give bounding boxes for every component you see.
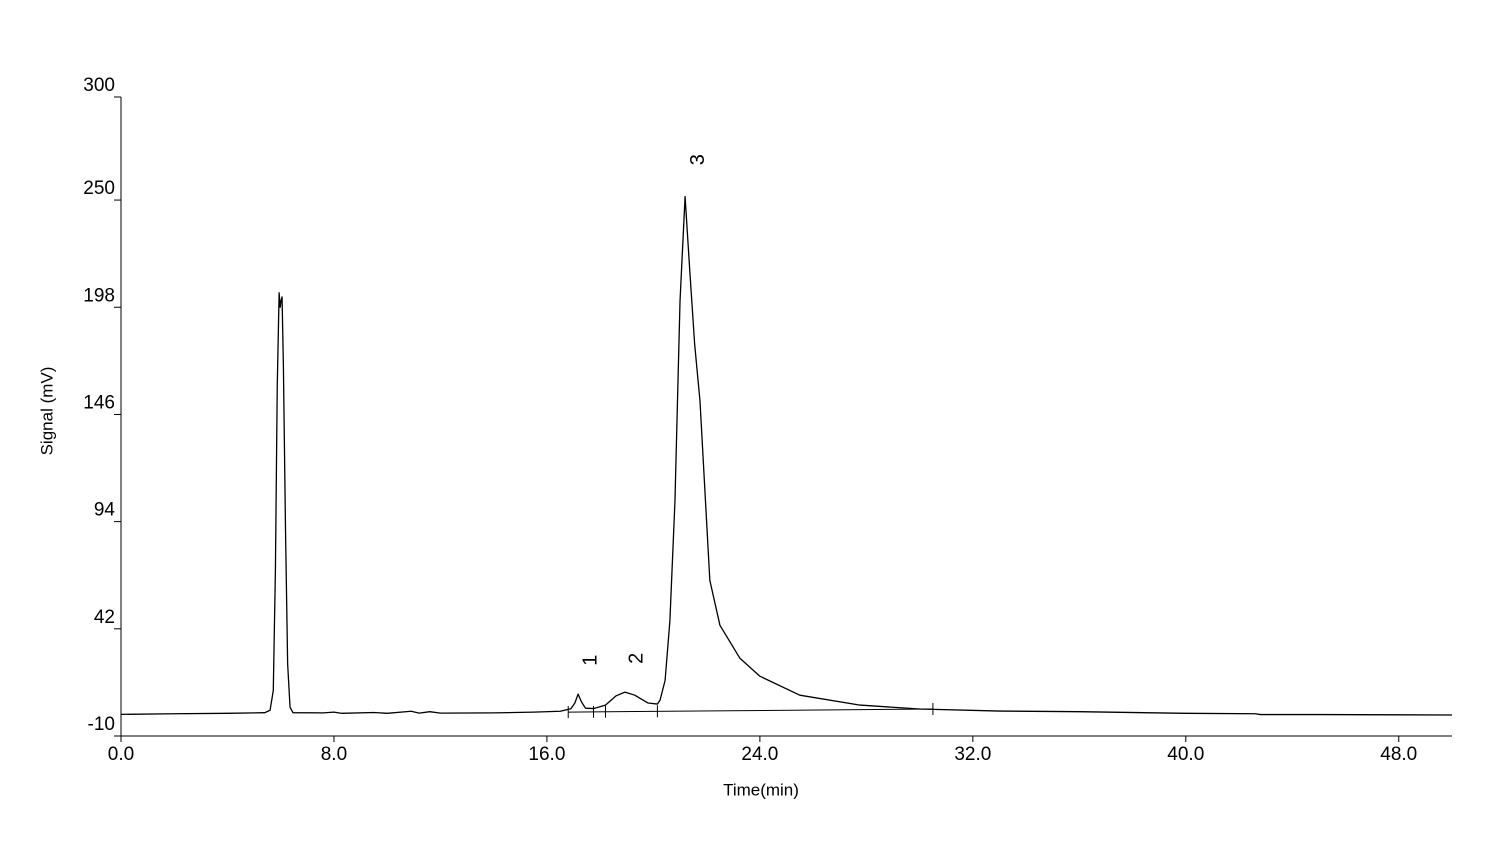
y-tick-label: 42 — [94, 607, 115, 628]
peak-label: 3 — [687, 154, 709, 165]
y-tick-label: 198 — [83, 285, 115, 306]
x-tick-label: 16.0 — [528, 744, 565, 765]
x-tick-label: 24.0 — [741, 744, 778, 765]
x-axis-label: Time(min) — [723, 780, 799, 799]
x-tick-label: 8.0 — [321, 744, 347, 765]
y-axis-label: Signal (mV) — [37, 367, 56, 456]
y-tick-label: 146 — [83, 392, 115, 413]
y-tick-label: -10 — [88, 714, 115, 735]
signal-line — [120, 195, 1453, 716]
peak-label: 2 — [626, 653, 648, 664]
peak-label: 1 — [579, 655, 601, 666]
y-tick-label: 250 — [83, 178, 115, 199]
x-tick-label: 0.0 — [108, 744, 134, 765]
y-tick-label: 300 — [83, 75, 115, 96]
integration-baseline — [568, 708, 933, 713]
x-tick-label: 32.0 — [954, 744, 991, 765]
x-tick-label: 40.0 — [1167, 744, 1204, 765]
y-tick-label: 94 — [94, 500, 116, 521]
x-tick-label: 48.0 — [1380, 744, 1417, 765]
